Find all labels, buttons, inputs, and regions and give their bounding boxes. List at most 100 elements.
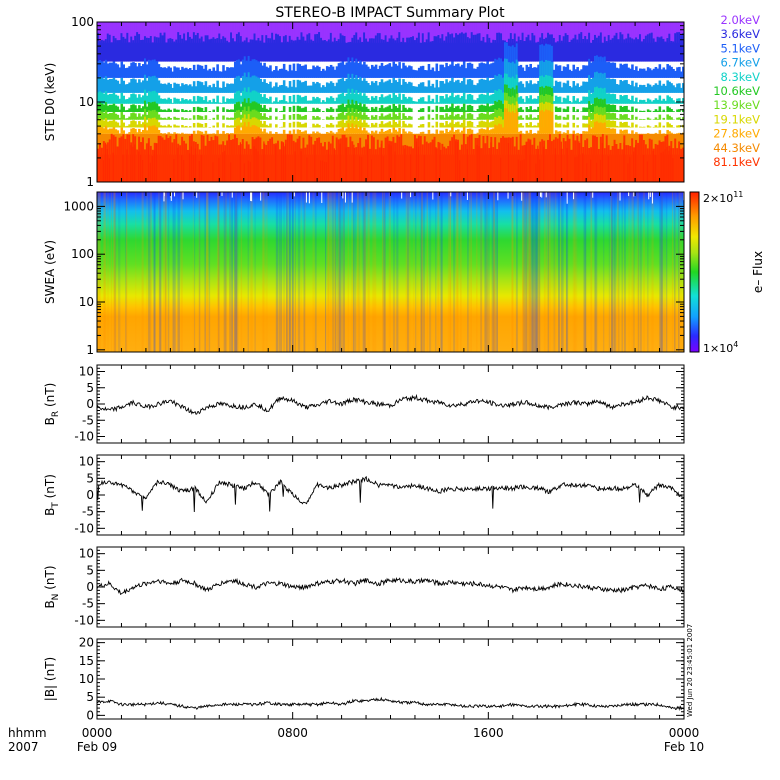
ste-flux-band [269, 107, 272, 112]
ste-flux-band [486, 103, 489, 112]
ste-flux-spike [102, 160, 105, 182]
ste-flux-band [280, 141, 284, 182]
ste-flux-band [674, 87, 677, 93]
ste-flux-band [640, 41, 644, 62]
ste-flux-band [136, 149, 139, 182]
ste-flux-band [241, 75, 245, 93]
ste-flux-band [118, 83, 122, 93]
ste-flux-band [306, 22, 309, 43]
ste-flux-band [406, 37, 409, 62]
swea-streak [384, 192, 385, 352]
swea-streak [198, 192, 201, 352]
ste-flux-band [298, 95, 302, 104]
ste-flux-band [153, 117, 157, 128]
ste-flux-band [329, 32, 333, 62]
swea-streak [485, 192, 488, 352]
ste-flux-band [605, 104, 609, 112]
ste-flux-band [496, 110, 499, 120]
plot-area-ste [97, 22, 684, 182]
ste-flux-band [341, 134, 345, 182]
ste-flux-band [253, 125, 257, 134]
ste-flux-spike [130, 145, 132, 182]
ste-flux-band [335, 108, 339, 112]
swea-streak [234, 192, 237, 352]
ste-flux-band [390, 22, 394, 43]
ste-flux-band [294, 102, 298, 104]
ste-flux-band [310, 136, 313, 182]
ste-flux-band [480, 112, 484, 120]
ste-flux-band [593, 106, 597, 120]
swea-streak [674, 192, 677, 352]
ste-flux-band [118, 137, 122, 182]
ste-flux-band [322, 100, 325, 104]
ste-flux-band [214, 70, 217, 78]
ste-flux-band [592, 40, 595, 62]
ste-flux-band [584, 107, 587, 112]
ste-flux-band [97, 103, 100, 112]
ste-flux-spike [642, 155, 645, 182]
ste-flux-band [431, 117, 435, 120]
ste-flux-band [398, 62, 401, 78]
ste-flux-band [449, 106, 452, 112]
ste-flux-band [498, 74, 501, 93]
ste-flux-band [368, 110, 372, 112]
ste-flux-band [435, 36, 439, 62]
ste-flux-band [253, 22, 257, 43]
ste-flux-band [633, 133, 636, 155]
ste-flux-band [310, 85, 313, 93]
y-axis-label: |B| (nT) [43, 657, 57, 701]
swea-streak [496, 192, 499, 352]
swea-streak [392, 192, 396, 352]
ste-flux-band [374, 133, 378, 155]
swea-streak [481, 192, 483, 352]
ste-flux-band [196, 32, 200, 62]
ste-flux-band [159, 109, 163, 112]
ste-flux-band [592, 127, 595, 134]
ste-flux-spike [218, 157, 220, 182]
ste-flux-band [609, 149, 613, 182]
ste-flux-band [660, 22, 664, 43]
plot-area-br [97, 393, 684, 415]
swea-streak [631, 192, 634, 352]
ste-flux-band [406, 125, 409, 128]
ste-flux-band [233, 134, 237, 182]
ste-flux-band [310, 69, 313, 78]
ste-flux-band [228, 134, 231, 182]
ste-flux-band [196, 130, 200, 134]
ste-flux-band [460, 122, 464, 128]
ste-flux-band [363, 104, 366, 112]
ste-flux-band [177, 83, 180, 93]
ste-flux-band [100, 127, 104, 134]
swea-gap [648, 192, 650, 200]
ste-flux-band [378, 107, 382, 112]
ste-flux-band [625, 22, 628, 43]
ste-flux-band [245, 22, 249, 43]
ste-flux-band [435, 121, 439, 128]
ste-flux-band [488, 80, 491, 93]
ste-flux-band [126, 84, 129, 93]
ste-flux-band [145, 114, 149, 120]
ste-flux-band [472, 99, 476, 104]
y-label-subscript: R [51, 411, 61, 417]
swea-streak [342, 192, 345, 352]
ste-flux-band [533, 98, 536, 104]
ste-flux-band [275, 97, 278, 104]
ste-flux-band [635, 66, 638, 78]
ste-flux-band [552, 69, 556, 78]
ste-flux-band [329, 107, 333, 112]
swea-streak [528, 192, 530, 352]
ste-flux-band [476, 22, 480, 43]
ste-flux-band [441, 22, 444, 43]
ste-flux-band [163, 98, 167, 104]
ste-flux-band [654, 22, 658, 43]
ste-flux-band [257, 103, 261, 112]
ste-flux-band [402, 113, 405, 120]
ste-flux-band [666, 22, 669, 43]
ste-flux-band [648, 33, 652, 62]
ste-flux-band [637, 102, 640, 104]
ste-flux-band [503, 137, 507, 182]
ste-flux-band [613, 120, 617, 128]
ste-flux-band [531, 118, 534, 120]
ste-flux-band [249, 126, 253, 134]
